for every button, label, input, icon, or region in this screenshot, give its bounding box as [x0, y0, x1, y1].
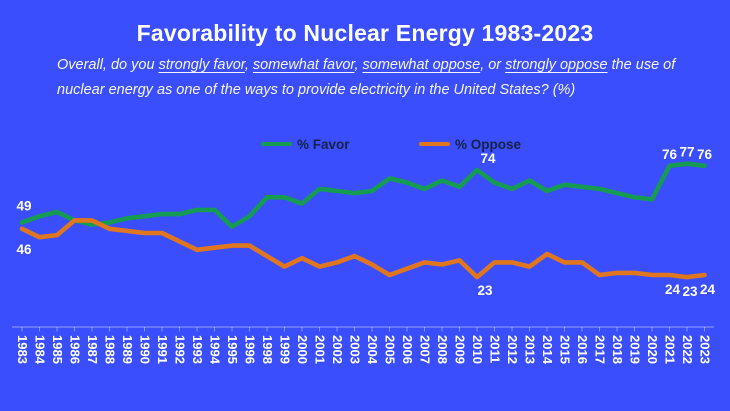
x-axis-label: 2002 [330, 335, 345, 364]
x-axis-label: 1993 [190, 335, 205, 364]
x-axis-label: 1999 [278, 335, 293, 364]
data-point-label: 49 [16, 199, 31, 214]
x-axis-label: 2021 [663, 335, 678, 364]
question-text: the use of nuclear energy as one of the … [57, 57, 676, 98]
data-point-label: 76 [697, 147, 713, 162]
x-axis-label: 2010 [470, 335, 485, 364]
x-axis-label: 2014 [540, 335, 555, 365]
x-axis-label: 2005 [383, 335, 398, 364]
x-axis-label: 2003 [348, 335, 363, 364]
underlined-phrase: strongly oppose [505, 57, 608, 73]
data-point-label: 24 [700, 282, 716, 297]
x-axis-label: 1986 [68, 335, 83, 364]
x-axis-label: 1987 [85, 335, 100, 364]
x-axis-label: 1989 [120, 335, 135, 364]
question-text: , or [480, 57, 506, 73]
oppose-line-swatch-icon [419, 141, 450, 147]
data-point-label: 46 [16, 242, 32, 257]
x-axis-label: 2007 [418, 335, 433, 364]
x-axis-label: 2023 [698, 335, 713, 364]
legend-item-oppose: % Oppose [419, 136, 521, 152]
x-axis-label: 1985 [50, 335, 65, 364]
x-axis-label: 1991 [155, 335, 170, 364]
x-axis-label: 2004 [365, 335, 380, 365]
data-point-label: 23 [682, 284, 698, 299]
x-axis-label: 2011 [488, 335, 503, 363]
underlined-phrase: somewhat oppose [362, 57, 481, 73]
legend-label-favor: % Favor [297, 136, 350, 152]
underlined-phrase: somewhat favor [252, 57, 355, 73]
legend-item-favor: % Favor [261, 136, 350, 152]
x-axis-label: 1998 [260, 335, 275, 364]
x-axis-label: 1988 [103, 335, 118, 364]
question-text: , [244, 57, 253, 73]
x-axis-label: 2016 [575, 335, 590, 364]
x-axis-label: 1990 [138, 335, 153, 364]
x-axis-label: 2013 [523, 335, 538, 364]
x-axis-label: 2018 [610, 335, 625, 364]
question-text: Overall, do you [57, 57, 159, 73]
x-axis-label: 2020 [645, 335, 660, 364]
favor-line [19, 161, 707, 229]
x-axis-label: 2008 [435, 335, 450, 364]
x-axis-label: 2015 [558, 335, 573, 364]
x-axis-label: 1992 [173, 335, 188, 364]
underlined-phrase: strongly favor [158, 57, 245, 73]
x-axis-label: 1984 [33, 335, 48, 365]
page-title: Favorability to Nuclear Energy 1983-2023 [136, 20, 594, 46]
x-axis-label: 2019 [628, 335, 643, 364]
x-axis-label: 2017 [593, 335, 608, 364]
data-point-label: 77 [679, 145, 694, 160]
x-axis-label: 1994 [208, 335, 223, 365]
survey-question-text: Overall, do you strongly favor, somewhat… [57, 53, 682, 103]
data-point-label: 76 [662, 147, 678, 162]
x-axis-label: 2006 [400, 335, 415, 364]
favor-line-swatch-icon [261, 141, 292, 147]
x-axis-label: 1983 [15, 335, 30, 364]
legend-label-oppose: % Oppose [455, 136, 522, 152]
data-point-label: 23 [477, 283, 493, 298]
data-point-label: 74 [480, 151, 496, 166]
x-axis-label: 1995 [225, 335, 240, 364]
x-axis-label: 2012 [505, 335, 520, 364]
x-axis-label: 2009 [453, 335, 468, 364]
data-point-label: 24 [665, 282, 681, 297]
oppose-line [19, 218, 707, 280]
question-text: , [354, 57, 363, 73]
x-axis-label: 2000 [295, 335, 310, 364]
x-axis-label: 2022 [680, 335, 695, 364]
x-axis-label: 2001 [313, 335, 328, 364]
x-axis-label: 1996 [243, 335, 258, 364]
